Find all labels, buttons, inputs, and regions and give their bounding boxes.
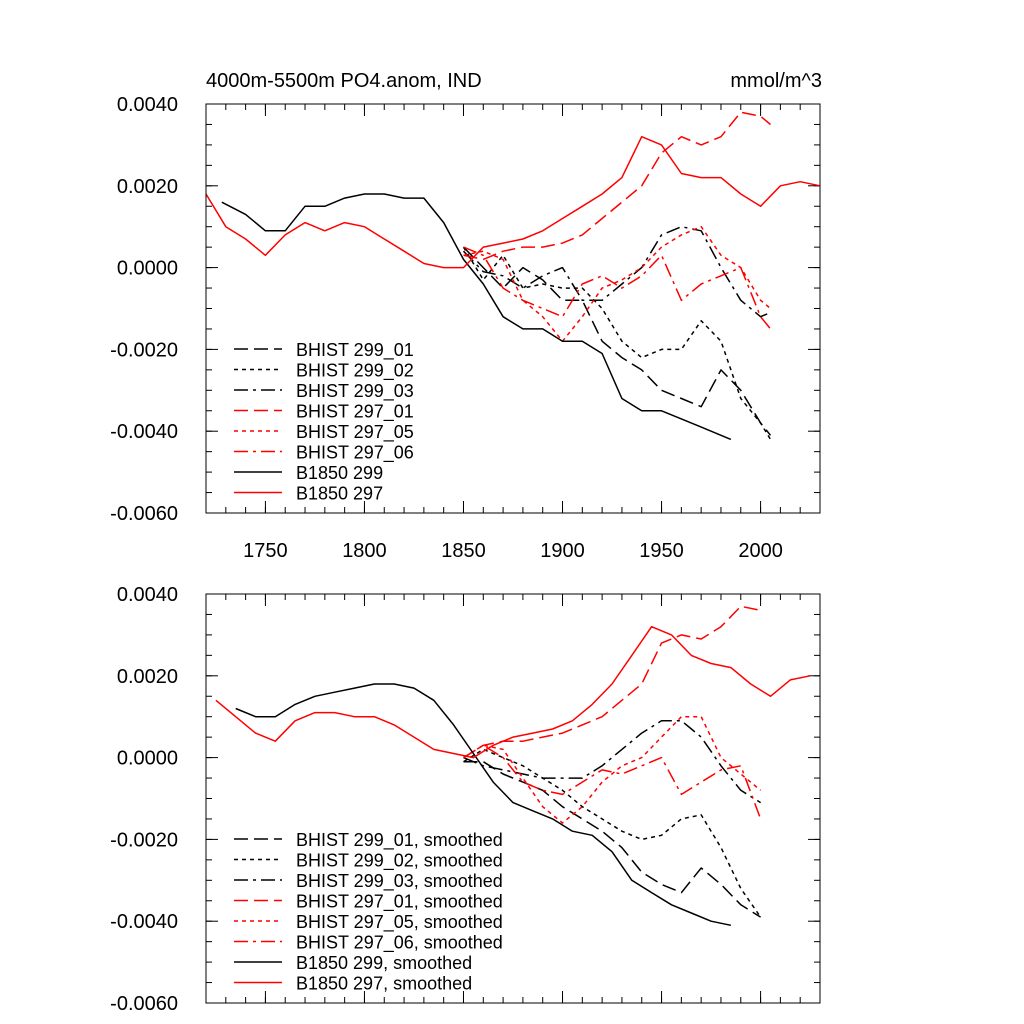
x-tick-label: 1900 [540, 540, 585, 562]
bottom-panel: -0.0060-0.0040-0.00200.00000.00200.0040 … [110, 584, 821, 1015]
series-line-2 [462, 246, 772, 440]
x-tick-label: 1750 [243, 540, 288, 562]
series-line-5 [463, 225, 771, 342]
series-line-4 [463, 111, 771, 261]
top-ticks: -0.0060 -0.0040 -0.0020 0.0000 0.0020 0.0040 1… [110, 94, 821, 562]
series-line-5 [463, 715, 762, 824]
legend-label: BHIST 299_02 [296, 361, 414, 382]
legend-label: B1850 297 [296, 484, 383, 504]
legend-label: BHIST 297_06 [296, 443, 414, 464]
y-tick-label: 0.0000 [117, 748, 178, 770]
bottom-series-group [215, 605, 811, 927]
legend-label: BHIST 297_01 [296, 402, 414, 423]
x-tick-label: 1950 [639, 540, 684, 562]
legend-label: B1850 297, smoothed [296, 974, 472, 994]
legend-label: BHIST 299_03 [296, 381, 414, 402]
series-line-1 [463, 760, 761, 918]
units-label: mmol/m^3 [730, 70, 822, 92]
legend-label: BHIST 299_03, smoothed [296, 871, 503, 892]
series-line-1 [462, 246, 772, 436]
y-tick-label: -0.0040 [110, 911, 178, 933]
y-tick-label: -0.0020 [110, 829, 178, 851]
x-tick-label: 1800 [342, 540, 387, 562]
y-tick-label: 0.0020 [117, 176, 178, 198]
bottom-plot-frame [205, 593, 821, 1004]
chart-title: 4000m-5500m PO4.anom, IND [206, 70, 482, 92]
y-tick-label: 0.0000 [117, 258, 178, 280]
top-plot-frame [205, 103, 821, 514]
series-line-6 [463, 246, 772, 330]
y-tick-label: 0.0040 [117, 584, 178, 606]
series-line-3 [462, 225, 771, 318]
series-line-7 [235, 683, 732, 927]
top-series-group [205, 111, 821, 441]
legend-label: BHIST 297_05 [296, 422, 414, 443]
series-line-2 [463, 748, 762, 918]
legend-label: BHIST 299_02, smoothed [296, 851, 503, 872]
legend-label: B1850 299, smoothed [296, 953, 472, 973]
series-line-3 [463, 720, 761, 804]
legend-label: BHIST 299_01, smoothed [296, 830, 503, 851]
y-tick-label: -0.0020 [110, 339, 178, 361]
legend-label: BHIST 297_01, smoothed [296, 892, 503, 913]
series-line-7 [221, 193, 732, 441]
x-tick-label: 1850 [441, 540, 486, 562]
series-line-8 [215, 625, 811, 759]
series-line-4 [463, 605, 761, 759]
y-tick-label: -0.0060 [110, 993, 178, 1015]
y-tick-label: -0.0040 [110, 421, 178, 443]
legend-label: BHIST 299_01 [296, 340, 414, 361]
y-tick-label: 0.0040 [117, 94, 178, 116]
bottom-ticks: -0.0060 -0.0040 -0.0020 0.0000 0.0020 0.0040 [110, 584, 821, 1015]
series-line-6 [463, 744, 762, 820]
x-tick-label: 2000 [738, 540, 783, 562]
legend-label: BHIST 297_05, smoothed [296, 912, 503, 933]
top-panel: 4000m-5500m PO4.anom, IND mmol/m^3 -0.00… [110, 70, 822, 562]
legend-label: BHIST 297_06, smoothed [296, 933, 503, 954]
legend-label: B1850 299 [296, 463, 383, 483]
series-line-8 [205, 135, 821, 269]
y-tick-label: -0.0060 [110, 503, 178, 525]
y-tick-label: 0.0020 [117, 666, 178, 688]
